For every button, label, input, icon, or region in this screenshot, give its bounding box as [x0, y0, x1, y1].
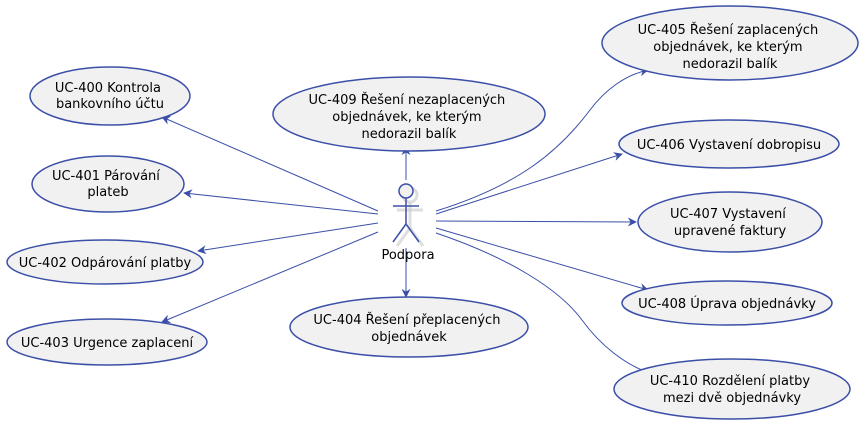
edge-uc410	[435, 232, 653, 376]
actor-icon	[392, 183, 420, 243]
associations	[161, 67, 653, 376]
use-case-uc408[interactable]: UC-408 Úprava objednávky	[621, 280, 833, 326]
use-case-uc407[interactable]: UC-407 Vystavení upravené faktury	[637, 191, 823, 253]
use-case-label: UC-402 Odpárování platby	[19, 256, 192, 271]
use-case-uc410[interactable]: UC-410 Rozdělení platby mezi dvě objedná…	[613, 358, 851, 420]
use-case-label: UC-408 Úprava objednávky	[638, 296, 816, 312]
use-case-uc400[interactable]: UC-400 Kontrola bankovního účtu	[29, 66, 191, 126]
edge-uc401	[183, 189, 379, 215]
use-case-label: UC-410 Rozdělení platby mezi dvě objedná…	[650, 374, 814, 406]
edge-uc406	[435, 152, 623, 215]
use-case-uc409[interactable]: UC-409 Řešení nezaplacených objednávek, …	[272, 76, 546, 152]
edge-uc405	[435, 67, 649, 212]
edge-uc403	[161, 231, 379, 324]
use-case-uc406[interactable]: UC-406 Vystavení dobropisu	[618, 119, 840, 169]
edge-uc400	[161, 116, 379, 212]
actor-label: Podpora	[381, 248, 434, 263]
edge-uc407	[435, 217, 637, 227]
edge-uc402	[197, 222, 379, 255]
use-case-label: UC-407 Vystavení upravené faktury	[670, 207, 790, 239]
use-case-uc401[interactable]: UC-401 Párování plateb	[31, 155, 185, 213]
use-case-label: UC-403 Urgence zaplacení	[21, 336, 194, 351]
use-case-label: UC-409 Řešení nezaplacených objednávek, …	[309, 92, 510, 142]
use-case-uc404[interactable]: UC-404 Řešení přeplacených objednávek	[289, 296, 529, 358]
actor-podpora: Podpora	[381, 183, 435, 263]
use-case-label: UC-401 Párování plateb	[52, 169, 164, 200]
use-case-uc405[interactable]: UC-405 Řešení zaplacených objednávek, ke…	[601, 5, 859, 81]
use-case-label: UC-404 Řešení přeplacených objednávek	[313, 312, 504, 345]
use-case-label: UC-405 Řešení zaplacených objednávek, ke…	[638, 22, 823, 72]
use-case-uc403[interactable]: UC-403 Urgence zaplacení	[6, 318, 208, 366]
edge-uc408	[435, 227, 649, 293]
use-case-label: UC-406 Vystavení dobropisu	[637, 138, 821, 153]
use-case-label: UC-400 Kontrola bankovního účtu	[55, 81, 165, 112]
use-case-uc402[interactable]: UC-402 Odpárování platby	[6, 239, 204, 285]
